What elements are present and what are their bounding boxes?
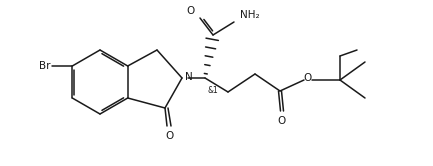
- Text: O: O: [278, 116, 286, 126]
- Text: N: N: [185, 72, 193, 82]
- Text: O: O: [166, 131, 174, 141]
- Text: O: O: [304, 73, 312, 83]
- Text: &1: &1: [207, 86, 218, 95]
- Text: O: O: [187, 6, 195, 16]
- Text: NH₂: NH₂: [240, 10, 260, 20]
- Text: Br: Br: [39, 61, 50, 71]
